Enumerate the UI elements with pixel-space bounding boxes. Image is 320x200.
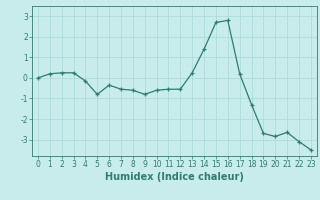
X-axis label: Humidex (Indice chaleur): Humidex (Indice chaleur) [105, 172, 244, 182]
